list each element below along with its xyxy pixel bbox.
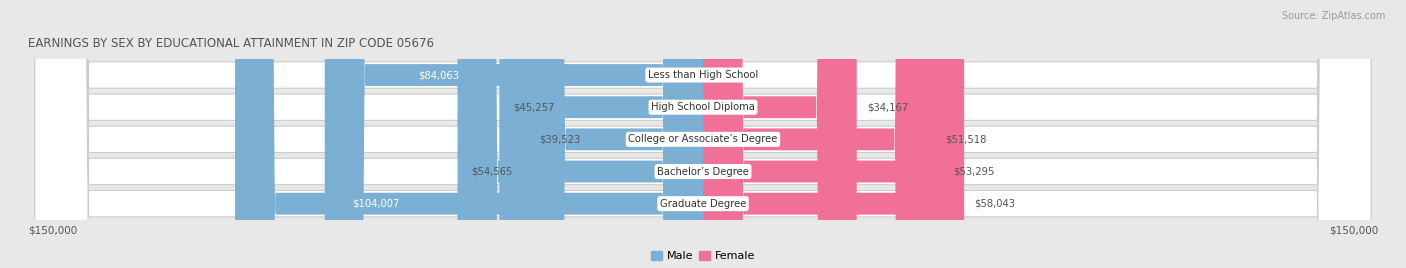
FancyBboxPatch shape xyxy=(35,0,1371,268)
FancyBboxPatch shape xyxy=(499,0,703,268)
Text: $84,063: $84,063 xyxy=(418,70,458,80)
Text: Bachelor’s Degree: Bachelor’s Degree xyxy=(657,166,749,177)
FancyBboxPatch shape xyxy=(325,0,703,268)
Text: $53,295: $53,295 xyxy=(953,166,994,177)
Text: College or Associate’s Degree: College or Associate’s Degree xyxy=(628,134,778,144)
FancyBboxPatch shape xyxy=(703,0,943,268)
Text: $51,518: $51,518 xyxy=(945,134,986,144)
FancyBboxPatch shape xyxy=(35,0,1371,268)
FancyBboxPatch shape xyxy=(35,0,1371,268)
FancyBboxPatch shape xyxy=(703,0,965,268)
Text: High School Diploma: High School Diploma xyxy=(651,102,755,112)
Text: $58,043: $58,043 xyxy=(974,199,1015,209)
Legend: Male, Female: Male, Female xyxy=(647,246,759,266)
FancyBboxPatch shape xyxy=(703,0,935,268)
Text: $104,007: $104,007 xyxy=(352,199,399,209)
FancyBboxPatch shape xyxy=(526,0,703,268)
FancyBboxPatch shape xyxy=(457,0,703,268)
FancyBboxPatch shape xyxy=(235,0,703,268)
FancyBboxPatch shape xyxy=(703,0,856,268)
Text: Source: ZipAtlas.com: Source: ZipAtlas.com xyxy=(1281,11,1385,21)
Text: $45,257: $45,257 xyxy=(513,102,554,112)
Text: $54,565: $54,565 xyxy=(471,166,512,177)
Text: Less than High School: Less than High School xyxy=(648,70,758,80)
FancyBboxPatch shape xyxy=(35,0,1371,268)
Text: Graduate Degree: Graduate Degree xyxy=(659,199,747,209)
Text: $150,000: $150,000 xyxy=(28,226,77,236)
Text: $150,000: $150,000 xyxy=(1329,226,1378,236)
FancyBboxPatch shape xyxy=(35,0,1371,268)
Text: $39,523: $39,523 xyxy=(538,134,579,144)
Text: $34,167: $34,167 xyxy=(868,102,908,112)
Text: EARNINGS BY SEX BY EDUCATIONAL ATTAINMENT IN ZIP CODE 05676: EARNINGS BY SEX BY EDUCATIONAL ATTAINMEN… xyxy=(28,37,434,50)
